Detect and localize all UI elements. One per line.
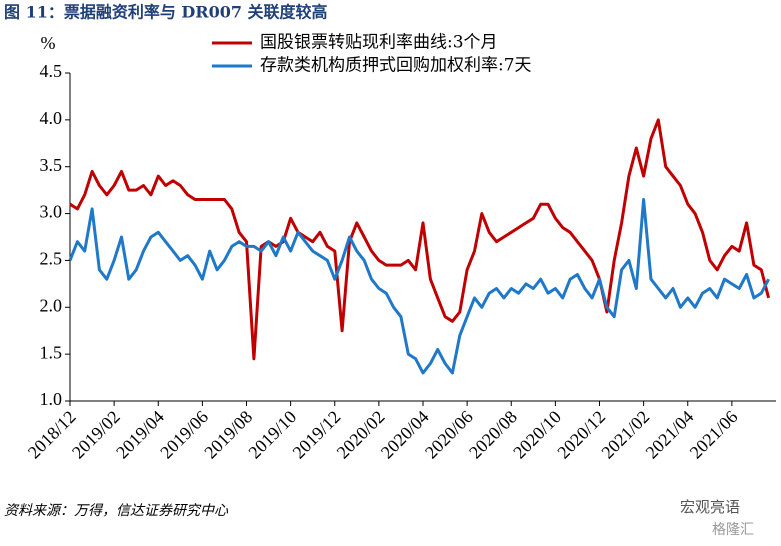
- x-tick-label: 2020/08: [465, 407, 521, 463]
- source: 资料来源：万得，信达证券研究中心: [4, 503, 229, 519]
- x-tick-label: 2020/12: [553, 407, 609, 463]
- x-tick-label: 2019/02: [68, 407, 124, 463]
- x-tick-label: 2020/02: [333, 407, 389, 463]
- y-tick-label: 3.0: [40, 202, 63, 222]
- x-tick-label: 2021/06: [686, 407, 742, 463]
- x-tick-label: 2019/06: [156, 407, 212, 463]
- legend-label: 存款类机构质押式回购加权利率:7天: [260, 56, 532, 76]
- series-line: [69, 118, 771, 361]
- chart-title: 图 11：票据融资利率与 DR007 关联度较高: [4, 3, 328, 22]
- x-tick-label: 2018/12: [24, 407, 80, 463]
- x-tick-label: 2019/04: [112, 407, 168, 463]
- y-tick-label: 4.0: [40, 108, 63, 128]
- x-tick-label: 2020/04: [377, 407, 433, 463]
- x-tick-label: 2021/04: [642, 407, 698, 463]
- x-tick-label: 2019/08: [200, 407, 256, 463]
- x-tick-label: 2019/10: [244, 407, 300, 463]
- x-tick-label: 2020/06: [421, 407, 477, 463]
- legend-label: 国股银票转贴现利率曲线:3个月: [260, 33, 498, 53]
- y-tick-label: 2.5: [40, 249, 63, 269]
- watermark: 宏观亮语: [680, 498, 740, 516]
- y-unit: %: [41, 33, 56, 53]
- watermark: 格隆汇: [712, 522, 754, 538]
- x-tick-label: 2019/12: [289, 407, 345, 463]
- y-tick-label: 1.5: [40, 342, 63, 362]
- y-tick-label: 1.0: [40, 389, 63, 409]
- y-tick-label: 2.0: [40, 295, 63, 315]
- x-tick-label: 2021/02: [597, 407, 653, 463]
- x-tick-label: 2020/10: [509, 407, 565, 463]
- y-tick-label: 3.5: [40, 155, 63, 175]
- y-tick-label: 4.5: [40, 61, 63, 81]
- series-line: [68, 198, 770, 375]
